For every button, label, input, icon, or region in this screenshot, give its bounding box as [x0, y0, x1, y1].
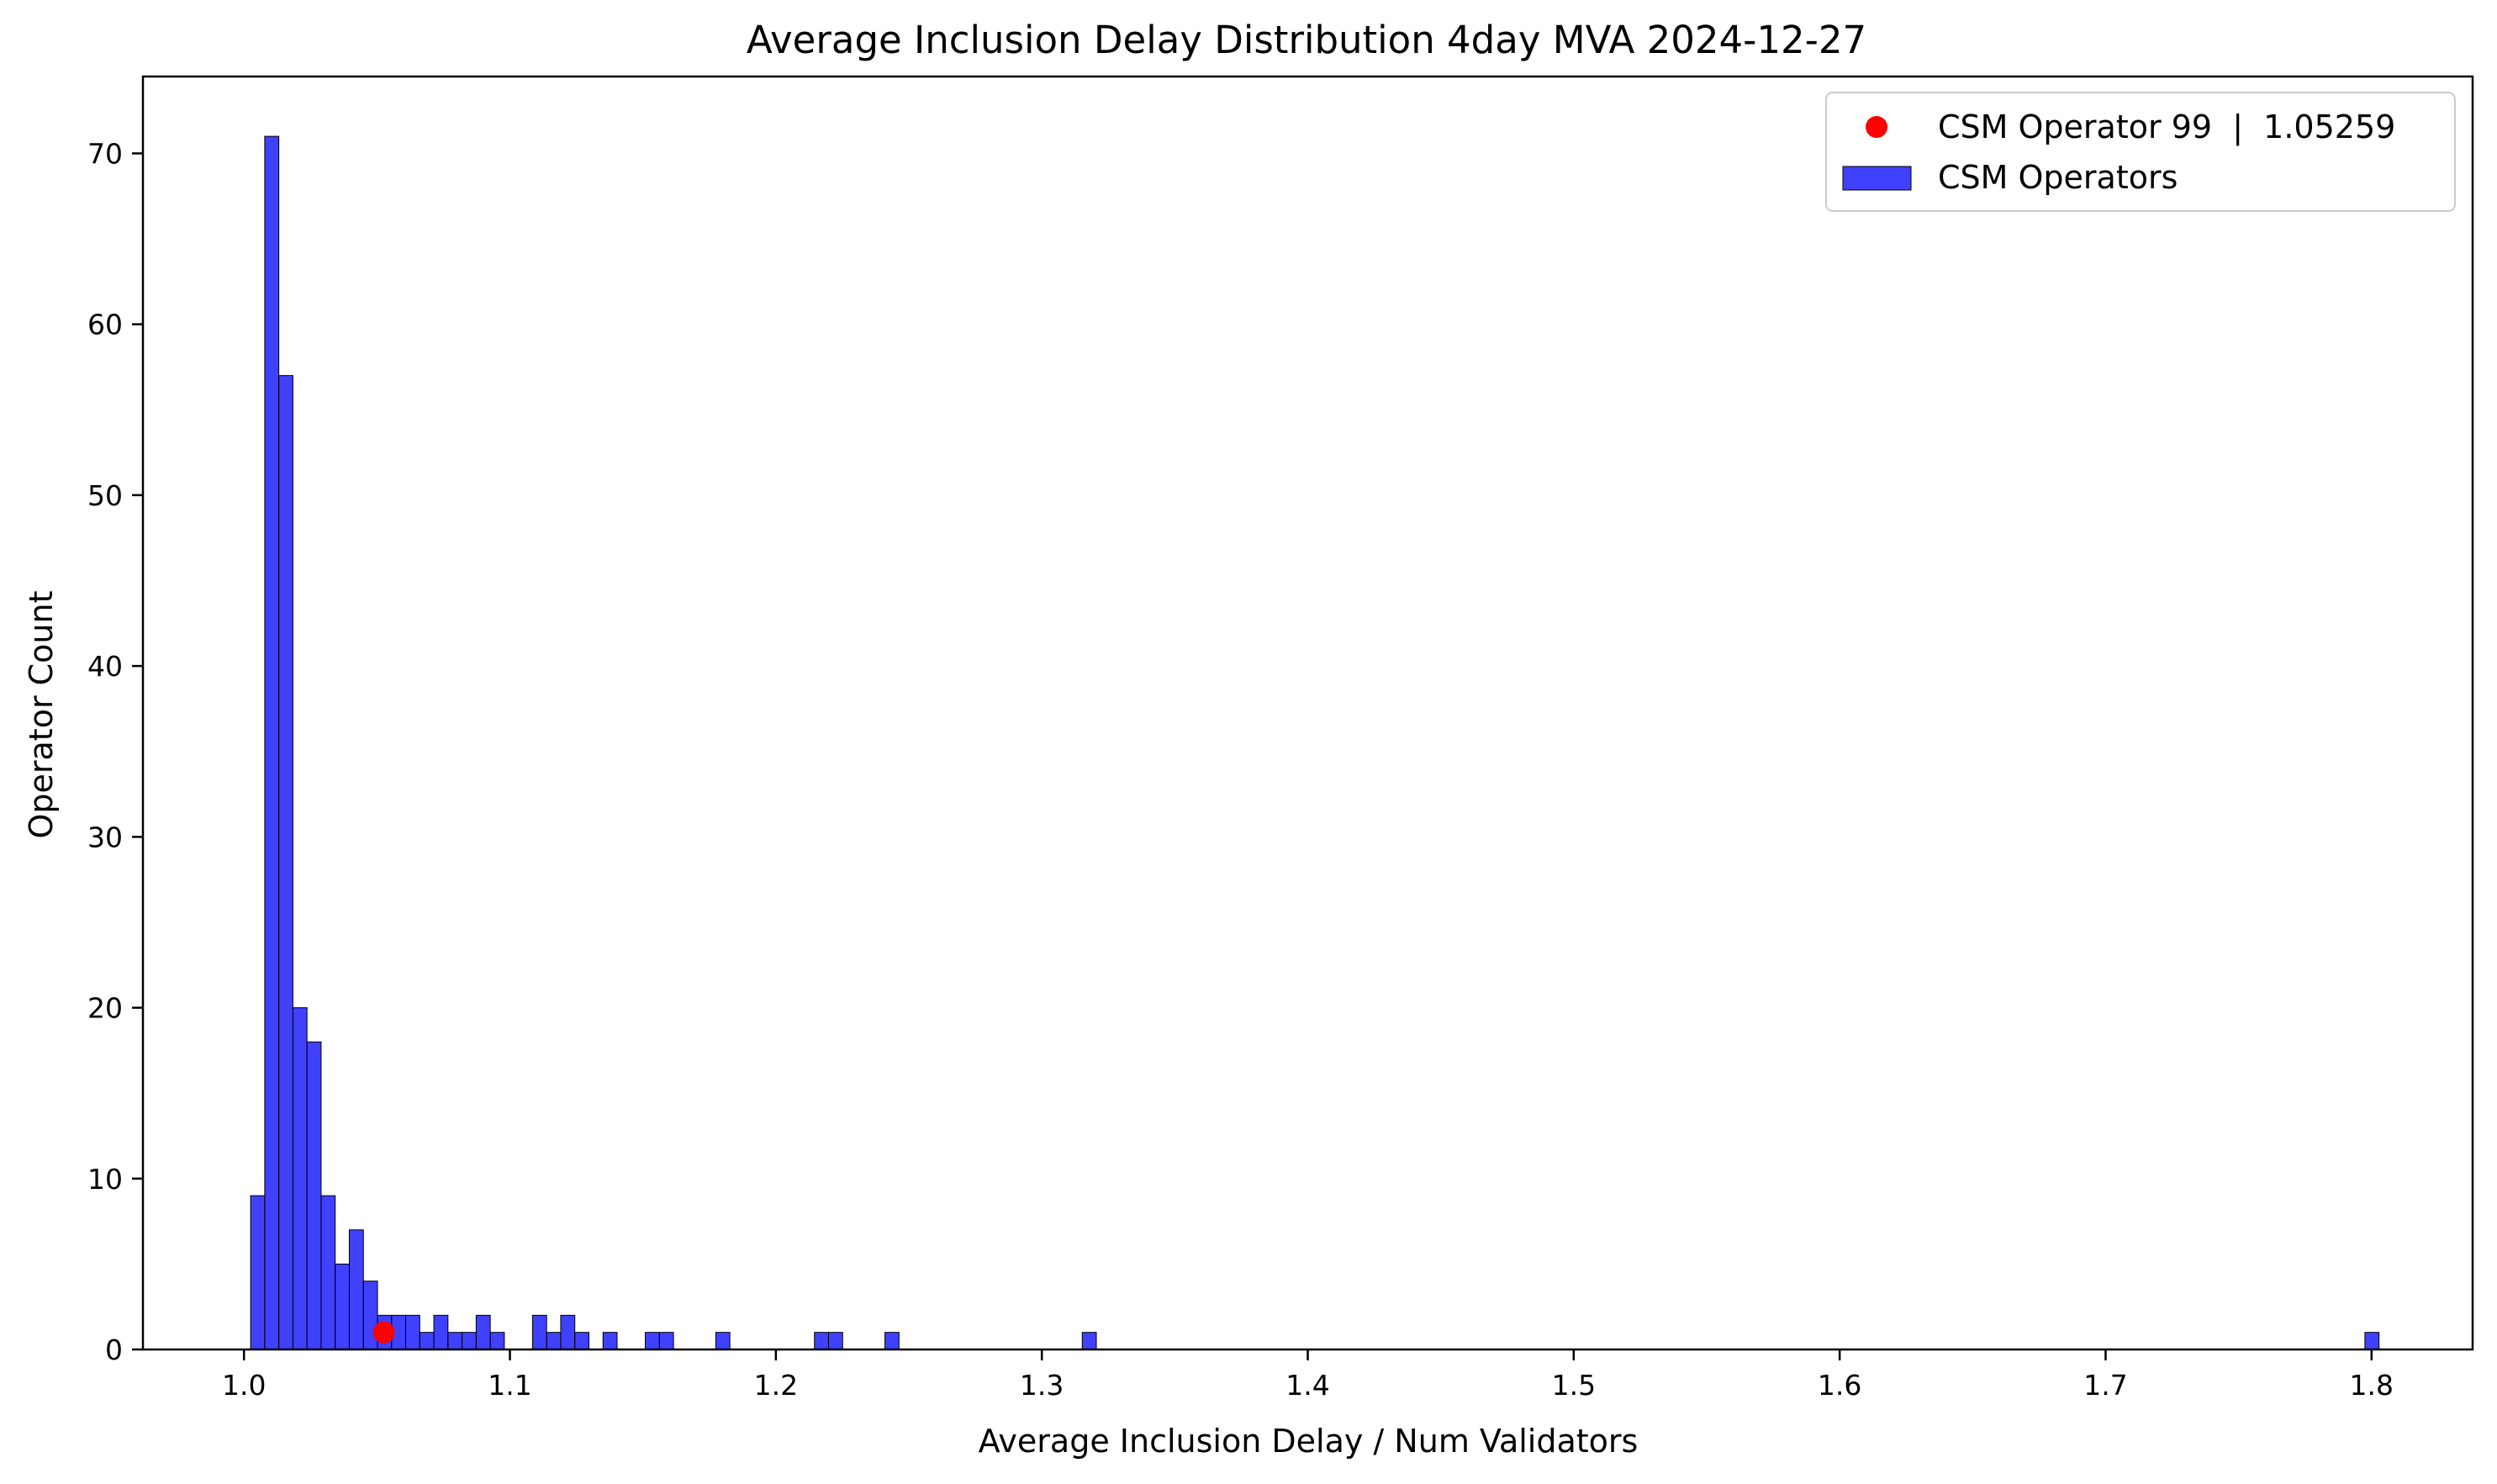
histogram-bar — [419, 1332, 435, 1350]
histogram-bar — [433, 1314, 449, 1350]
histogram-bar — [264, 135, 280, 1350]
legend-box — [1825, 92, 2456, 212]
histogram-bar — [658, 1332, 674, 1350]
legend-label-csm-operators: CSM Operators — [1938, 159, 2178, 196]
x-tick-label: 1.4 — [1285, 1369, 1329, 1402]
chart-title: Average Inclusion Delay Distribution 4da… — [747, 18, 1866, 62]
x-axis-label: Average Inclusion Delay / Num Validators — [979, 1423, 1639, 1460]
x-tick-label: 1.8 — [2350, 1369, 2394, 1402]
x-tick-label: 1.3 — [1020, 1369, 1064, 1402]
histogram-bar — [531, 1314, 547, 1350]
histogram-bar — [447, 1332, 463, 1350]
histogram-bar — [292, 1007, 308, 1350]
histogram-bar — [320, 1195, 336, 1350]
x-tick-label: 1.1 — [488, 1369, 531, 1402]
y-axis-ticks: 0 10 20 30 40 50 60 70 — [87, 137, 143, 1366]
y-tick-label: 10 — [87, 1163, 123, 1196]
x-axis-ticks: 1.0 1.1 1.2 1.3 1.4 1.5 1.6 1.7 1.8 — [222, 1349, 2394, 1402]
legend: CSM Operator 99 | 1.05259 CSM Operators — [1825, 92, 2456, 212]
legend-patch-csm-operators — [1842, 166, 1912, 191]
y-tick-label: 20 — [87, 992, 123, 1025]
histogram-bar — [1081, 1332, 1097, 1350]
y-tick-label: 30 — [87, 821, 123, 853]
histogram-bar — [2364, 1332, 2380, 1350]
histogram-bar — [278, 375, 293, 1350]
histogram-bars — [250, 135, 2380, 1350]
histogram-bar — [602, 1332, 618, 1350]
histogram-bar — [462, 1332, 477, 1350]
histogram-bar — [306, 1041, 322, 1350]
y-tick-label: 60 — [87, 309, 123, 341]
legend-label-operator-99: CSM Operator 99 | 1.05259 — [1938, 108, 2395, 146]
y-tick-label: 50 — [87, 479, 123, 512]
histogram-bar — [884, 1332, 900, 1350]
histogram-bar — [348, 1229, 364, 1350]
histogram-bar — [250, 1195, 266, 1350]
histogram-bar — [489, 1332, 505, 1350]
histogram-bar — [715, 1332, 731, 1350]
histogram-bar — [335, 1263, 350, 1350]
x-tick-label: 1.7 — [2083, 1369, 2127, 1402]
histogram-bar — [827, 1332, 843, 1350]
histogram-bar — [645, 1332, 660, 1350]
y-tick-label: 0 — [105, 1333, 123, 1366]
x-tick-label: 1.2 — [754, 1369, 798, 1402]
histogram-bar — [405, 1314, 420, 1350]
histogram-bar — [560, 1314, 576, 1350]
histogram-bar — [814, 1332, 829, 1350]
x-tick-label: 1.6 — [1818, 1369, 1861, 1402]
operator-99-point — [372, 1321, 395, 1344]
y-tick-label: 40 — [87, 650, 123, 683]
y-axis-label: Operator Count — [23, 590, 60, 838]
legend-marker-operator-99 — [1866, 116, 1887, 138]
histogram-bar — [546, 1332, 562, 1350]
y-tick-label: 70 — [87, 137, 123, 170]
scatter-points — [372, 1321, 395, 1344]
x-tick-label: 1.5 — [1552, 1369, 1596, 1402]
histogram-bar — [475, 1314, 491, 1350]
x-tick-label: 1.0 — [222, 1369, 266, 1402]
histogram-bar — [574, 1332, 589, 1350]
